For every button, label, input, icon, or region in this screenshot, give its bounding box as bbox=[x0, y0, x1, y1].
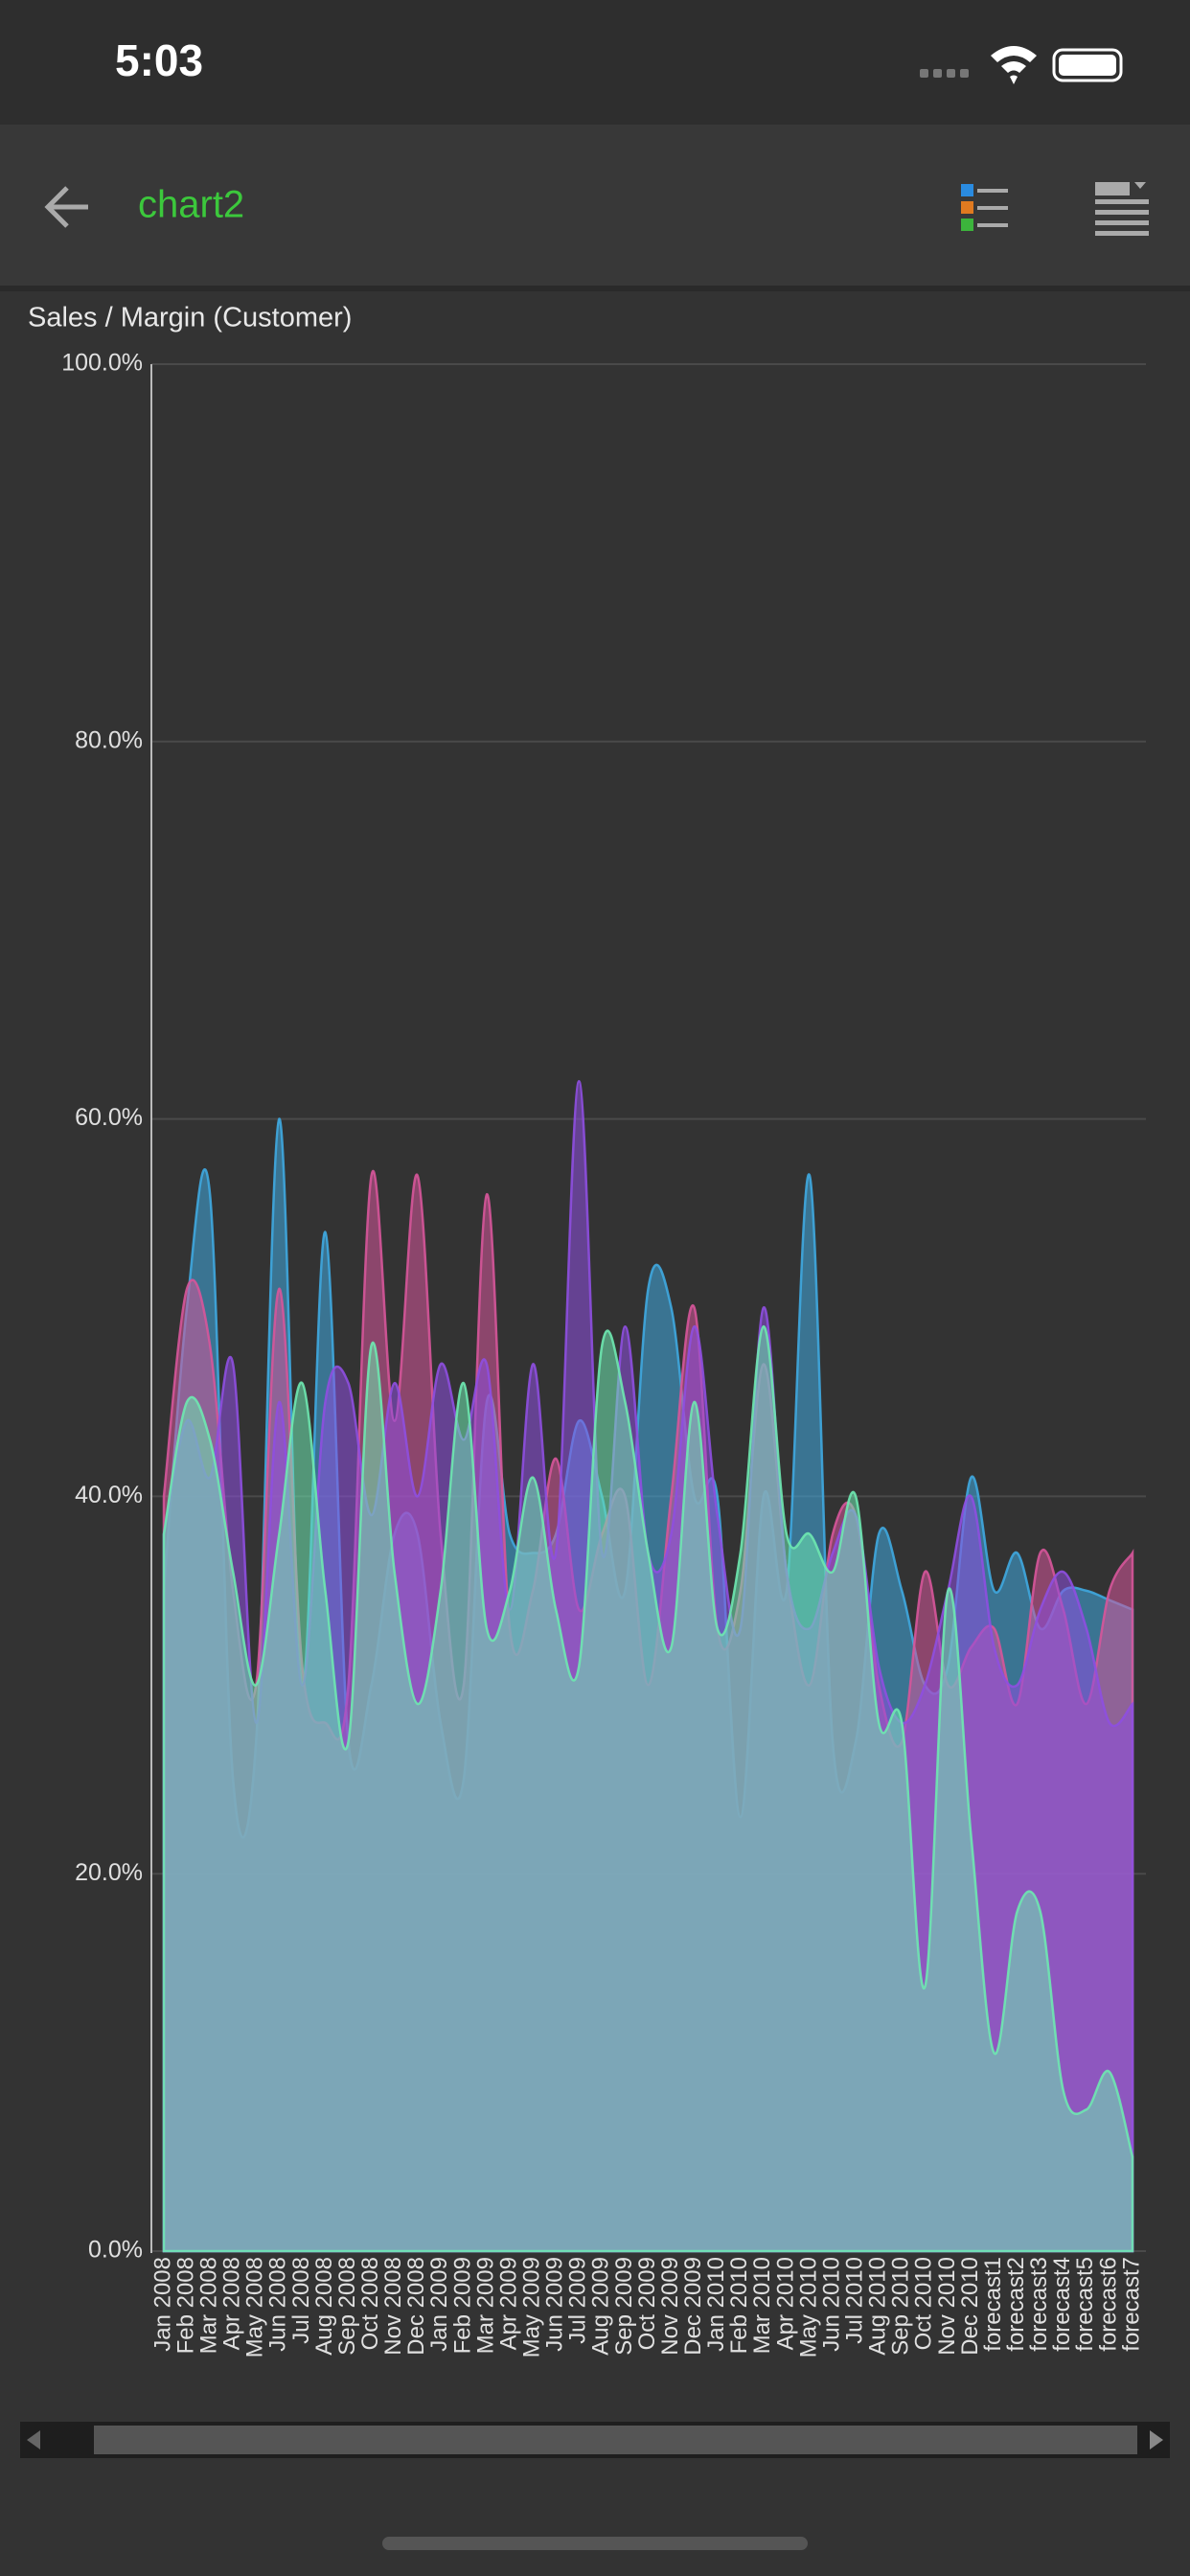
x-tick-label: forecast2 bbox=[1003, 2257, 1029, 2352]
x-tick-label: forecast7 bbox=[1118, 2257, 1144, 2352]
x-tick-label: forecast3 bbox=[1026, 2257, 1052, 2352]
scrollbar-thumb[interactable] bbox=[94, 2426, 1137, 2454]
x-tick-label: Feb 2009 bbox=[449, 2257, 475, 2354]
area bbox=[162, 1324, 1134, 2253]
x-tick-label: Jul 2009 bbox=[565, 2257, 591, 2344]
x-tick-label: Dec 2009 bbox=[680, 2257, 706, 2356]
scroll-right[interactable] bbox=[1150, 2430, 1163, 2450]
x-tick-label: Jun 2008 bbox=[265, 2257, 291, 2352]
x-tick-label: Oct 2008 bbox=[357, 2257, 383, 2350]
x-tick-label: May 2008 bbox=[242, 2257, 268, 2358]
status-time: 5:03 bbox=[115, 35, 203, 85]
x-tick-label: Apr 2009 bbox=[495, 2257, 521, 2350]
x-tick-label: Aug 2008 bbox=[311, 2257, 337, 2356]
nav-bar bbox=[0, 125, 1190, 286]
x-tick-label: Apr 2010 bbox=[772, 2257, 798, 2350]
x-tick-label: Jul 2008 bbox=[288, 2257, 314, 2344]
y-tick-label: 80.0% bbox=[75, 726, 143, 753]
x-tick-label: Jan 2008 bbox=[149, 2257, 175, 2352]
y-tick-label: 0.0% bbox=[88, 2237, 143, 2264]
x-tick-label: forecast5 bbox=[1072, 2257, 1098, 2352]
wifi-icon bbox=[991, 46, 1037, 84]
home-indicator bbox=[382, 2537, 808, 2550]
x-tick-label: Feb 2008 bbox=[172, 2257, 198, 2354]
x-tick-label: Oct 2009 bbox=[634, 2257, 660, 2350]
x-tick-label: Apr 2008 bbox=[219, 2257, 245, 2350]
y-tick-label: 60.0% bbox=[75, 1104, 143, 1131]
x-tick-label: Jul 2010 bbox=[841, 2257, 867, 2344]
x-tick-label: Aug 2009 bbox=[588, 2257, 614, 2356]
x-tick-label: May 2009 bbox=[518, 2257, 544, 2358]
x-tick-label: Mar 2008 bbox=[195, 2257, 221, 2354]
x-tick-label: Jun 2010 bbox=[818, 2257, 844, 2352]
x-tick-label: Sep 2008 bbox=[334, 2257, 360, 2356]
x-tick-label: May 2010 bbox=[795, 2257, 821, 2358]
scroll-left[interactable] bbox=[27, 2430, 40, 2450]
x-tick-label: Sep 2009 bbox=[611, 2257, 637, 2356]
x-tick-label: Sep 2010 bbox=[888, 2257, 914, 2356]
y-tick-label: 20.0% bbox=[75, 1859, 143, 1886]
x-tick-label: Dec 2010 bbox=[957, 2257, 983, 2356]
back-button[interactable] bbox=[44, 186, 88, 228]
nav-shadow bbox=[0, 286, 1190, 291]
x-tick-label: Jan 2009 bbox=[426, 2257, 452, 2352]
x-tick-label: Nov 2010 bbox=[934, 2257, 960, 2356]
chart-title: Sales / Margin (Customer) bbox=[28, 303, 352, 334]
status-bar bbox=[0, 0, 1190, 125]
x-tick-label: Mar 2009 bbox=[472, 2257, 498, 2354]
x-tick-label: Nov 2008 bbox=[380, 2257, 406, 2356]
signal-icon bbox=[920, 69, 969, 78]
plot: 0.0%20.0%40.0%60.0%80.0%100.0%Jan 2008Fe… bbox=[61, 350, 1146, 2358]
x-tick-label: Mar 2010 bbox=[749, 2257, 775, 2354]
x-tick-label: Jun 2009 bbox=[542, 2257, 568, 2352]
x-tick-label: forecast1 bbox=[980, 2257, 1006, 2352]
y-tick-label: 100.0% bbox=[61, 350, 143, 377]
battery-icon bbox=[1052, 48, 1123, 82]
x-tick-label: forecast6 bbox=[1095, 2257, 1121, 2352]
x-tick-label: Jan 2010 bbox=[703, 2257, 729, 2352]
x-tick-label: forecast4 bbox=[1049, 2257, 1075, 2352]
x-tick-label: Aug 2010 bbox=[865, 2257, 891, 2356]
y-tick-label: 40.0% bbox=[75, 1482, 143, 1508]
x-tick-label: Dec 2008 bbox=[403, 2257, 429, 2356]
nav-title: chart2 bbox=[138, 184, 244, 226]
x-tick-label: Oct 2010 bbox=[911, 2257, 937, 2350]
menu-button[interactable] bbox=[1095, 182, 1149, 236]
legend-button[interactable] bbox=[961, 184, 1008, 231]
x-tick-label: Nov 2009 bbox=[657, 2257, 683, 2356]
battery-level bbox=[1059, 55, 1116, 76]
x-tick-label: Feb 2010 bbox=[726, 2257, 752, 2354]
